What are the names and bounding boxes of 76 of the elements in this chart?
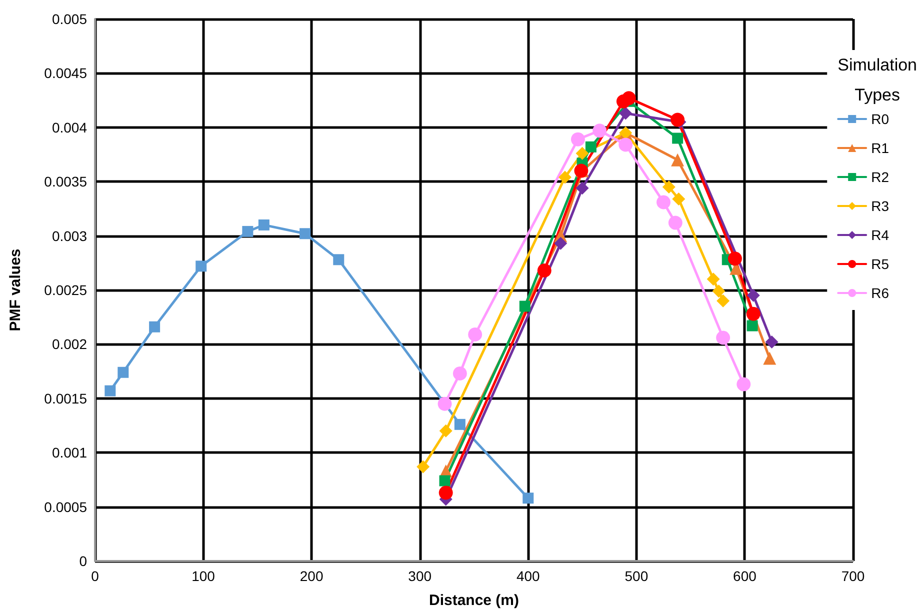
point (416, 460, 430, 474)
point (300, 228, 311, 240)
point (118, 366, 129, 378)
point (706, 272, 720, 286)
x-tick-label: 500 (624, 568, 648, 584)
x-tick-label: 400 (516, 568, 540, 584)
y-tick-label: 0.0015 (44, 390, 88, 406)
point (452, 366, 467, 380)
legend-label: R0 (871, 111, 890, 127)
y-tick-label: 0 (79, 553, 88, 569)
legend-label: R1 (871, 140, 890, 156)
point (716, 294, 730, 308)
point (104, 385, 116, 396)
point (454, 418, 466, 430)
y-tick-label: 0.004 (52, 119, 88, 136)
point (468, 327, 482, 342)
point (438, 396, 452, 411)
point (763, 352, 776, 365)
y-tick-label: 0.0035 (44, 174, 88, 190)
point (592, 124, 607, 138)
point (258, 219, 270, 230)
legend-label: R5 (871, 256, 890, 272)
point (746, 306, 760, 321)
point (712, 284, 726, 298)
point (736, 377, 751, 392)
point (537, 263, 552, 278)
point (656, 195, 670, 210)
legend-label: R3 (871, 198, 890, 214)
x-tick-label: 0 (91, 568, 100, 584)
point (554, 236, 568, 250)
x-tick-label: 600 (733, 568, 757, 584)
y-tick-label: 0.0025 (44, 282, 88, 298)
y-tick-label: 0.0005 (44, 498, 88, 515)
point (576, 182, 589, 195)
y-tick-label: 0.001 (52, 444, 88, 461)
point (618, 138, 633, 152)
x-tick-label: 300 (408, 568, 432, 584)
point (439, 475, 450, 486)
point (670, 112, 685, 127)
legend-title: Simulation Types (838, 56, 917, 104)
point (728, 252, 742, 266)
legend-label: R6 (871, 285, 890, 301)
point (196, 260, 207, 272)
point (570, 132, 585, 146)
x-axis-title: Distance (m) (428, 592, 520, 609)
x-tick-label: 200 (300, 568, 324, 584)
point (522, 492, 534, 504)
point (746, 320, 758, 332)
y-axis-title: PMF values (7, 248, 24, 332)
point (672, 132, 684, 144)
point (672, 192, 686, 206)
point (765, 336, 778, 349)
point (619, 106, 632, 120)
y-tick-label: 0.0045 (44, 65, 88, 82)
point (746, 288, 760, 302)
point (716, 330, 730, 345)
point (519, 300, 530, 312)
point (149, 321, 160, 332)
point (622, 91, 636, 106)
y-tick-label: 0.005 (52, 11, 88, 27)
point (668, 216, 682, 230)
point (333, 254, 344, 266)
point (585, 141, 596, 152)
point (439, 424, 452, 438)
y-tick-label: 0.003 (52, 228, 88, 244)
point (662, 180, 676, 194)
point (438, 486, 453, 500)
x-tick-label: 100 (192, 568, 216, 584)
point (576, 146, 589, 160)
x-tick-label: 700 (841, 568, 865, 584)
point (558, 170, 572, 184)
point (671, 153, 684, 166)
legend-label: R4 (871, 227, 890, 243)
point (242, 226, 254, 237)
legend-label: R2 (871, 169, 890, 185)
y-tick-label: 0.002 (52, 336, 88, 352)
